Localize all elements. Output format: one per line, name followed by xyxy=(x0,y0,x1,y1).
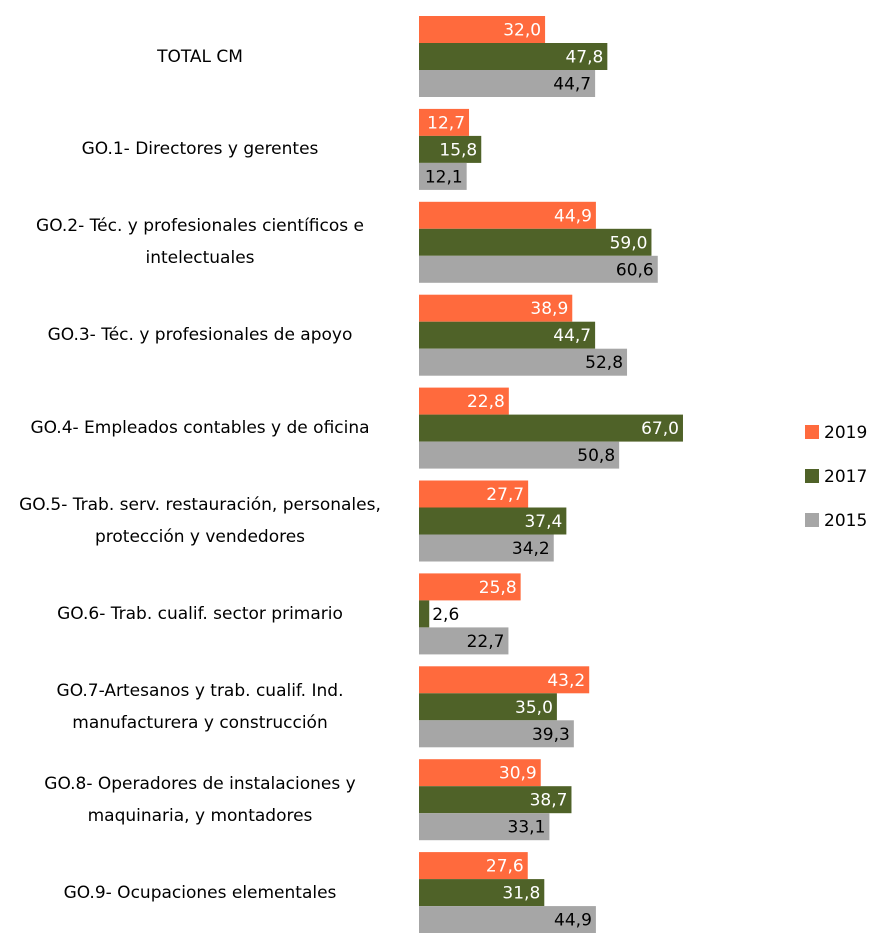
data-label: 33,1 xyxy=(508,818,546,838)
bar xyxy=(419,321,596,349)
bar xyxy=(419,70,596,97)
bar xyxy=(419,786,572,814)
bar xyxy=(419,759,541,787)
legend-swatch xyxy=(805,425,819,439)
bar xyxy=(419,135,482,163)
data-label: 43,2 xyxy=(547,671,585,691)
category-label: GO.3- Téc. y profesionales de apoyo xyxy=(47,325,353,346)
data-label: 35,0 xyxy=(515,698,553,718)
bar xyxy=(419,43,608,70)
data-label: 47,8 xyxy=(565,48,603,68)
bar xyxy=(419,16,546,43)
data-label: 52,8 xyxy=(585,353,623,373)
data-label: 30,9 xyxy=(499,764,537,784)
bar xyxy=(419,507,567,535)
legend-swatch xyxy=(805,469,819,483)
legend-label: 2019 xyxy=(824,423,867,443)
data-label: 22,8 xyxy=(467,392,505,412)
data-label: 59,0 xyxy=(610,233,648,253)
data-label: 34,2 xyxy=(512,539,550,559)
category-label: GO.2- Téc. y profesionales científicos e… xyxy=(36,216,364,269)
bar xyxy=(419,573,521,601)
data-label: 38,7 xyxy=(530,791,568,811)
data-label: 44,9 xyxy=(554,911,592,931)
data-label: 60,6 xyxy=(616,260,654,280)
bar xyxy=(419,414,683,442)
category-label: GO.8- Operadores de instalaciones y maqu… xyxy=(44,773,356,826)
data-label: 12,7 xyxy=(427,113,465,133)
data-label: 37,4 xyxy=(524,512,562,532)
bar xyxy=(419,162,467,190)
bar xyxy=(419,348,628,376)
category-label: GO.7-Artesanos y trab. cualif. Ind. manu… xyxy=(56,680,344,733)
legend-swatch xyxy=(805,513,819,527)
data-label: 27,6 xyxy=(486,857,524,877)
data-label: 50,8 xyxy=(577,446,615,466)
legend-label: 2015 xyxy=(824,511,867,531)
data-label: 22,7 xyxy=(467,632,505,652)
bar xyxy=(419,879,545,907)
data-label: 31,8 xyxy=(502,884,540,904)
data-label: 44,7 xyxy=(553,75,591,95)
data-label: 44,9 xyxy=(554,206,592,226)
bar xyxy=(419,666,590,694)
data-label: 27,7 xyxy=(486,485,524,505)
bar xyxy=(419,852,528,880)
bar xyxy=(419,693,557,721)
category-label: GO.9- Ocupaciones elementales xyxy=(63,882,337,903)
category-label: GO.1- Directores y gerentes xyxy=(81,139,319,160)
data-label: 38,9 xyxy=(530,299,568,319)
bar xyxy=(419,387,509,415)
data-label: 2,6 xyxy=(432,605,459,625)
bar xyxy=(419,228,652,256)
data-label: 15,8 xyxy=(439,140,477,160)
bar xyxy=(419,108,470,136)
bar xyxy=(419,600,430,628)
data-label: 12,1 xyxy=(425,167,463,187)
legend-label: 2017 xyxy=(824,467,867,487)
bar xyxy=(419,480,529,508)
bar xyxy=(419,255,658,283)
bar xyxy=(419,441,620,469)
category-label: GO.4- Empleados contables y de oficina xyxy=(30,418,370,439)
bar xyxy=(419,720,574,748)
category-label: GO.6- Trab. cualif. sector primario xyxy=(57,603,343,624)
bar xyxy=(419,534,554,562)
bar xyxy=(419,906,596,933)
data-label: 25,8 xyxy=(479,578,517,598)
data-label: 67,0 xyxy=(641,419,679,439)
data-label: 39,3 xyxy=(532,725,570,745)
bar xyxy=(419,294,573,322)
bar xyxy=(419,201,596,229)
bar xyxy=(419,813,550,841)
bar xyxy=(419,627,509,655)
category-label: GO.5- Trab. serv. restauración, personal… xyxy=(19,495,381,547)
category-label: TOTAL CM xyxy=(157,46,243,67)
data-label: 44,7 xyxy=(553,326,591,346)
data-label: 32,0 xyxy=(503,21,541,41)
